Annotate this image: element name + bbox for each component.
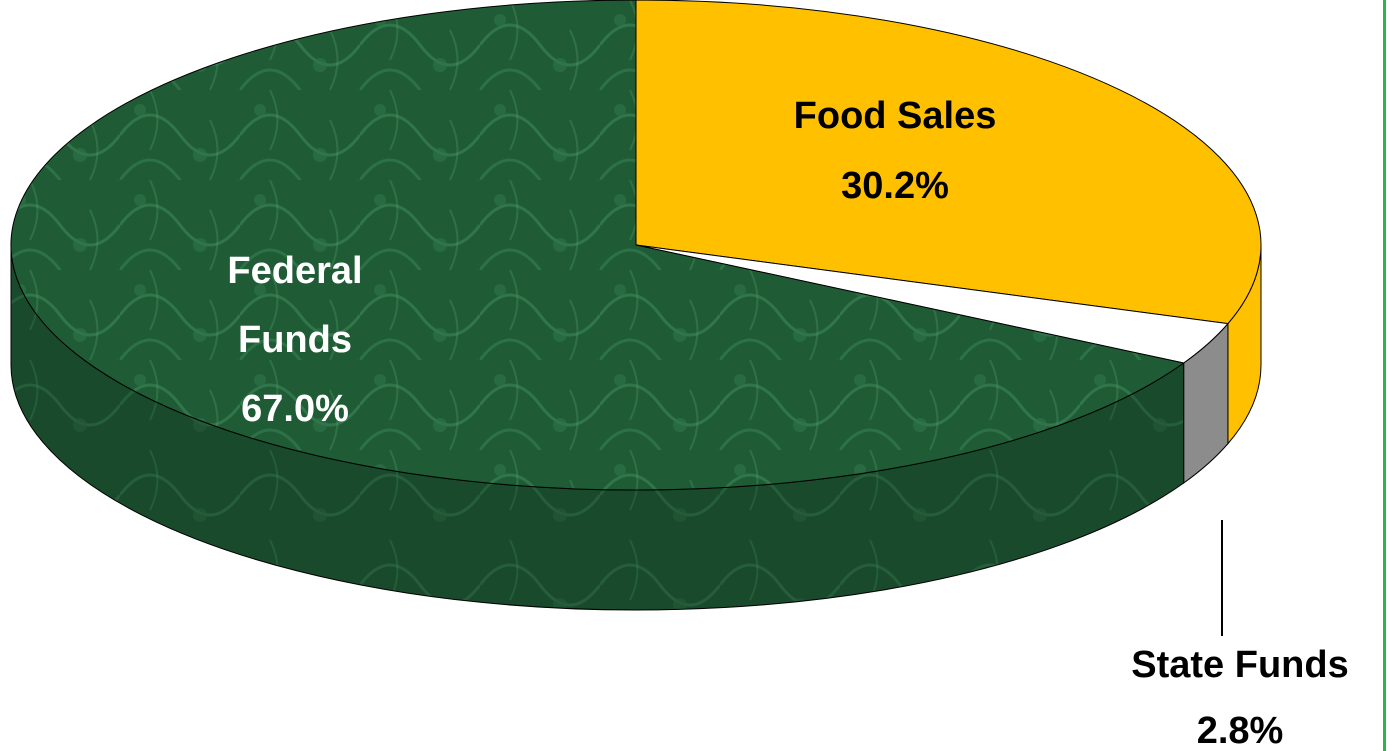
pie-labels: Food Sales 30.2% State Funds 2.8% Federal Fun… bbox=[227, 95, 1348, 751]
pie-top-faces bbox=[10, 0, 1262, 491]
data-label-food-sales-value: 30.2% bbox=[841, 165, 949, 207]
pie-side-walls bbox=[10, 244, 1262, 611]
data-label-state-funds-value: 2.8% bbox=[1197, 710, 1284, 751]
data-label-federal-funds-name-1: Funds bbox=[238, 319, 352, 361]
data-label-food-sales-name-0: Food Sales bbox=[794, 95, 997, 137]
data-label-federal-funds-name-0: Federal bbox=[227, 250, 362, 292]
data-label-federal-funds-value: 67.0% bbox=[241, 388, 349, 430]
frame-border bbox=[1383, 0, 1386, 751]
data-label-state-funds-name-0: State Funds bbox=[1131, 644, 1348, 686]
pie-slice-food-sales bbox=[635, 0, 1262, 325]
pie-slice-federal-funds bbox=[10, 0, 1185, 491]
